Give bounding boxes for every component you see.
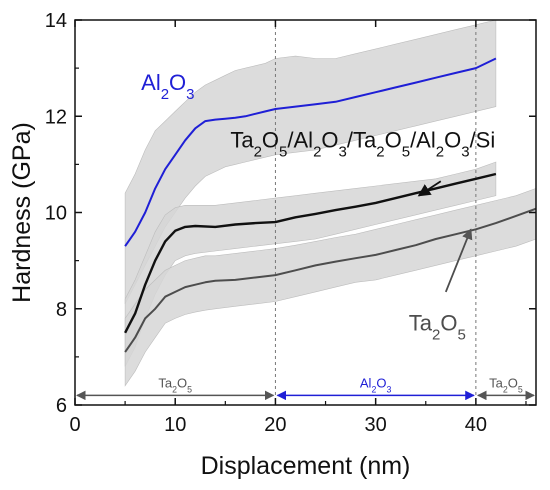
y-tick-label-8: 8 xyxy=(56,299,67,321)
region-label-2: Ta2O5 xyxy=(489,375,523,394)
y-tick-label-14: 14 xyxy=(45,10,67,32)
x-tick-label-40: 40 xyxy=(465,414,487,436)
line-al2o3 xyxy=(124,57,497,247)
line-ta2o5 xyxy=(124,207,537,353)
annotation-arrow-2 xyxy=(444,228,473,293)
y-tick-label-10: 10 xyxy=(45,203,67,225)
annotation-ta2o5: Ta2O5 xyxy=(409,310,466,343)
y-axis-title: Hardness (GPa) xyxy=(8,122,36,303)
error-bands xyxy=(124,19,537,387)
band-al2o3 xyxy=(124,19,497,305)
x-axis-title: Displacement (nm) xyxy=(201,452,411,480)
x-tick-label-30: 30 xyxy=(365,414,387,436)
x-tick-label-20: 20 xyxy=(264,414,286,436)
layer-regions: Ta2O5 Al2O3 Ta2O5 xyxy=(76,375,535,401)
annotations: Al2O3 Ta2O5/Al2O3/Ta2O5/Al2O3/Si Ta2O5 xyxy=(141,70,495,343)
y-tick-label-6: 6 xyxy=(56,395,67,417)
axis-ticks: 0 10 20 30 40 6 8 10 12 14 xyxy=(45,10,536,436)
x-tick-label-0: 0 xyxy=(69,414,80,436)
annotation-arrow-1 xyxy=(417,180,442,197)
band-ta2o5-al2o3-ta2o5-al2o3-si xyxy=(124,161,497,367)
y-tick-label-12: 12 xyxy=(45,106,67,128)
region-label-0: Ta2O5 xyxy=(158,375,192,394)
x-tick-label-10: 10 xyxy=(164,414,186,436)
annotation-ta2o5-al2o3-ta2o5-al2o3-si: Ta2O5/Al2O3/Ta2O5/Al2O3/Si xyxy=(230,128,495,161)
region-label-1: Al2O3 xyxy=(360,375,392,394)
annotation-al2o3: Al2O3 xyxy=(141,70,194,103)
layer-boundary-lines xyxy=(274,20,477,405)
